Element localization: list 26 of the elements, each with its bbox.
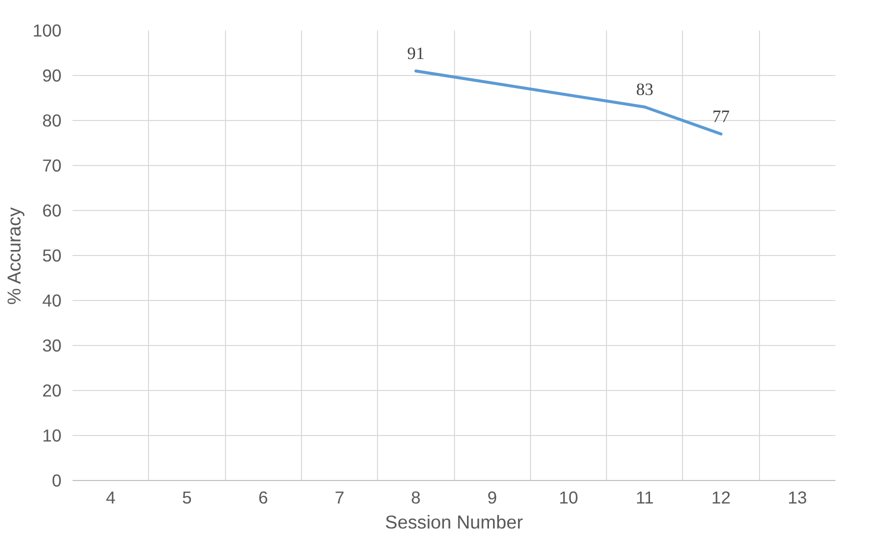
x-axis-title: Session Number xyxy=(385,512,523,532)
data-label: 91 xyxy=(407,44,425,63)
x-tick-label: 10 xyxy=(558,488,578,508)
x-tick-label: 7 xyxy=(334,488,344,508)
y-tick-label: 100 xyxy=(32,20,62,40)
x-tick-label: 9 xyxy=(487,488,497,508)
x-tick-label: 11 xyxy=(636,488,654,508)
y-tick-label: 40 xyxy=(42,290,62,310)
x-tick-label: 4 xyxy=(106,488,116,508)
y-axis-title: % Accuracy xyxy=(4,206,25,305)
data-label: 77 xyxy=(712,107,730,126)
x-tick-label: 6 xyxy=(258,488,268,508)
y-tick-label: 90 xyxy=(42,66,62,86)
y-tick-label: 50 xyxy=(42,246,62,266)
y-tick-label: 60 xyxy=(42,200,62,220)
data-label: 83 xyxy=(636,80,654,99)
y-tick-label: 30 xyxy=(42,336,62,356)
y-tick-label: 70 xyxy=(42,156,62,176)
x-tick-label: 5 xyxy=(182,488,192,508)
y-tick-label: 80 xyxy=(42,110,62,130)
x-tick-label: 8 xyxy=(411,488,421,508)
y-tick-label: 20 xyxy=(42,380,62,400)
x-tick-label: 12 xyxy=(711,488,731,508)
y-tick-label: 0 xyxy=(52,470,62,490)
x-tick-label: 13 xyxy=(788,488,807,508)
y-tick-label: 10 xyxy=(42,426,62,446)
